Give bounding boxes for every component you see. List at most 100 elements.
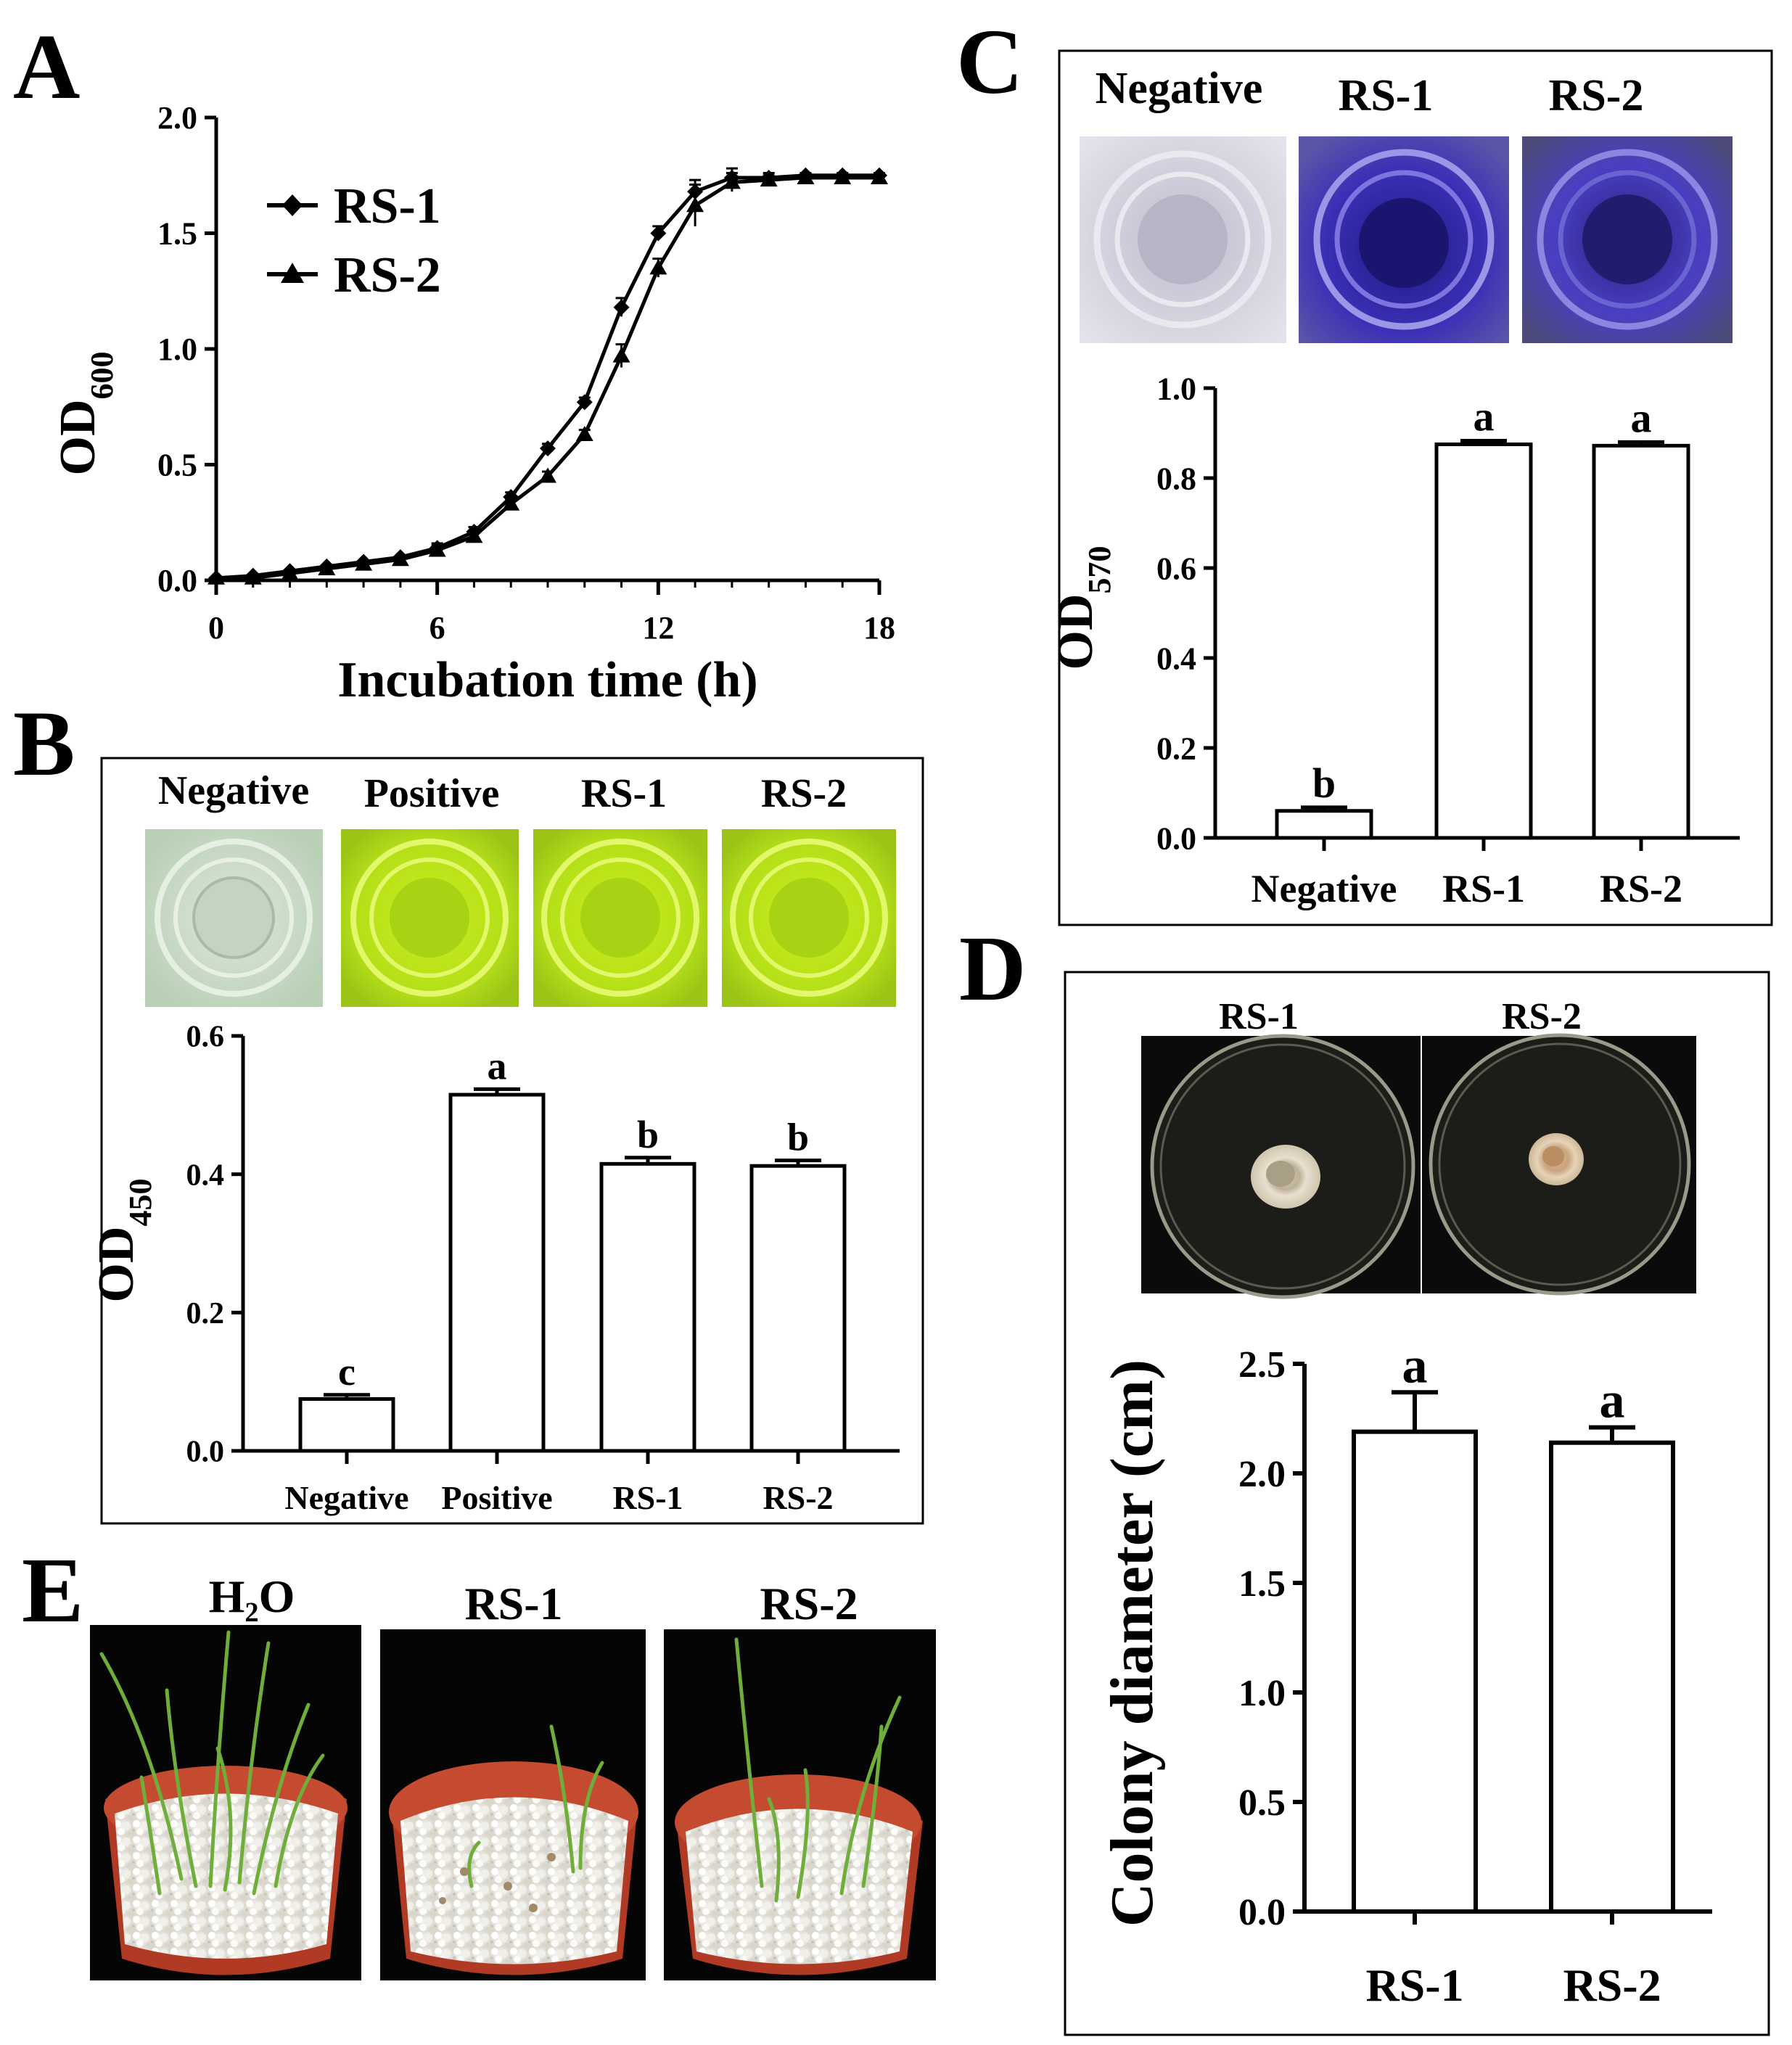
growth-ylabel-main: OD: [50, 400, 106, 476]
growth-point-rs1: [613, 299, 630, 316]
pot-image-rs2: [664, 1629, 936, 1980]
well-label-positive-b: Positive: [364, 771, 500, 816]
well-image-rs2-c: [1522, 136, 1733, 343]
od570-bar-rs2: [1592, 443, 1690, 840]
colony-bar-rs1: [1352, 1429, 1478, 1914]
od570-bar-negative: [1275, 809, 1373, 840]
od450-bar-positive: [448, 1093, 546, 1453]
well-label-negative-b: Negative: [158, 768, 309, 813]
well-label-rs2-c: RS-2: [1549, 71, 1644, 120]
od450-category-label-rs1: RS-1: [612, 1479, 683, 1516]
od450-significance-positive: a: [488, 1044, 507, 1087]
growth-x-tick-label: 0: [208, 610, 224, 646]
colony-significance-rs2: a: [1600, 1373, 1625, 1429]
od450-significance-rs2: b: [787, 1116, 809, 1159]
od570-ylabel-main: OD: [1048, 594, 1103, 670]
growth-point-rs2: [760, 171, 778, 187]
growth-point-rs2: [612, 347, 630, 363]
growth-x-tick-label: 18: [863, 610, 895, 646]
growth-x-tick-label: 12: [642, 610, 674, 646]
growth-y-tick-label: 2.0: [157, 100, 197, 136]
growth-point-rs2: [281, 564, 299, 580]
plate-image-rs2: [1422, 1033, 1696, 1296]
pot-image-rs1: [380, 1629, 646, 1980]
well-image-rs1-c: [1299, 136, 1509, 343]
growth-y-axis-title: OD600: [50, 352, 120, 476]
colony-y-tick-label: 0.0: [1238, 1892, 1286, 1933]
well-image-negative-b: [145, 829, 323, 1007]
panel-c-frame: [1058, 49, 1773, 926]
od570-ylabel-sub: 570: [1082, 546, 1117, 594]
od570-bar-rs1: [1434, 443, 1533, 840]
growth-y-tick-label: 1.0: [157, 332, 197, 367]
od570-significance-rs2: a: [1631, 394, 1652, 441]
pot-label-rs1: RS-1: [464, 1578, 562, 1629]
growth-point-rs2: [834, 168, 852, 184]
panel-letter-c: C: [956, 10, 1023, 113]
od450-ylabel-sub: 450: [123, 1179, 158, 1227]
od450-y-tick-label: 0.0: [186, 1436, 225, 1469]
growth-point-rs2: [797, 168, 815, 184]
growth-curve-chart: 0.0 0.5 1.0 1.5 2.0 0 6 12 18 RS-1 RS-2 Incubati…: [50, 100, 895, 708]
od450-bar-negative: [298, 1397, 395, 1453]
od570-y-tick-label: 0.2: [1156, 731, 1196, 766]
pot-image-h2o: [90, 1625, 361, 1980]
growth-point-rs2: [686, 197, 704, 213]
growth-curve-legend: RS-1 RS-2: [267, 178, 441, 303]
elisa-od450-bar-chart: 0.0 0.2 0.4 0.6 Negative Positive RS-1 RS-2 c a b…: [89, 1021, 900, 1516]
well-label-rs2-b: RS-2: [761, 771, 847, 816]
colony-y-tick-label: 2.5: [1238, 1344, 1286, 1386]
growth-point-rs1: [576, 394, 593, 411]
growth-point-rs2: [871, 168, 888, 184]
colony-category-label-rs2: RS-2: [1563, 1959, 1661, 2011]
pot-label-h2o: H₂O: [209, 1571, 295, 1622]
od450-category-label-rs2: RS-2: [763, 1479, 833, 1516]
colony-y-tick-label: 0.5: [1238, 1782, 1286, 1824]
panel-e-seedling-images: H₂O RS-1 RS-2: [90, 1571, 936, 1980]
od570-y-tick-label: 0.6: [1156, 551, 1196, 586]
od450-significance-negative: c: [338, 1350, 355, 1394]
od570-significance-negative: b: [1312, 760, 1336, 807]
od450-y-tick-label: 0.6: [186, 1021, 225, 1054]
svg-text:OD600: OD600: [50, 352, 120, 476]
legend-marker-triangle: [281, 263, 304, 283]
growth-point-rs2: [355, 555, 373, 571]
colony-category-label-rs1: RS-1: [1365, 1959, 1463, 2011]
well-image-rs1-b: [533, 829, 707, 1007]
colony-y-tick-label: 2.0: [1238, 1454, 1286, 1495]
growth-point-rs2: [502, 495, 520, 511]
panel-letter-a: A: [13, 15, 80, 118]
od570-y-tick-label: 1.0: [1156, 371, 1196, 406]
well-label-rs1-b: RS-1: [581, 771, 667, 816]
svg-text:OD570: OD570: [1048, 546, 1117, 670]
well-image-negative-c: [1080, 136, 1286, 343]
od450-y-tick-label: 0.2: [186, 1297, 225, 1330]
plate-image-rs1: [1141, 1034, 1421, 1299]
growth-point-rs2: [391, 551, 409, 567]
od570-category-label-negative: Negative: [1251, 867, 1397, 910]
growth-point-rs2: [428, 541, 446, 557]
growth-y-tick-label: 0.0: [157, 563, 197, 598]
growth-line-rs1: [215, 173, 879, 580]
panel-c-well-images: Negative RS-1 RS-2: [1080, 64, 1733, 343]
growth-ylabel-sub: 600: [84, 352, 120, 400]
od450-y-axis-title: OD450: [89, 1179, 158, 1303]
colony-diameter-bar-chart: 0.0 0.5 1.0 1.5 2.0 2.5 RS-1 RS-2 a a Colony dia…: [1098, 1338, 1712, 2011]
colony-y-axis-title: Colony diameter (cm): [1098, 1359, 1166, 1927]
legend-label-rs1: RS-1: [334, 178, 441, 234]
growth-point-rs2: [575, 426, 593, 442]
od570-category-label-rs1: RS-1: [1442, 867, 1525, 910]
growth-point-rs2: [207, 569, 225, 585]
well-image-positive-b: [341, 829, 519, 1007]
legend-label-rs2: RS-2: [334, 247, 441, 303]
od570-y-tick-label: 0.8: [1156, 461, 1196, 496]
panel-b-frame: [100, 757, 924, 1525]
od450-ylabel-main: OD: [89, 1227, 144, 1303]
growth-point-rs2: [244, 569, 262, 585]
od570-y-tick-label: 0.0: [1156, 820, 1196, 856]
well-label-rs1-c: RS-1: [1339, 71, 1434, 120]
od570-y-tick-label: 0.4: [1156, 641, 1196, 676]
colony-bar-rs2: [1549, 1440, 1675, 1914]
growth-line-rs2: [216, 176, 879, 580]
